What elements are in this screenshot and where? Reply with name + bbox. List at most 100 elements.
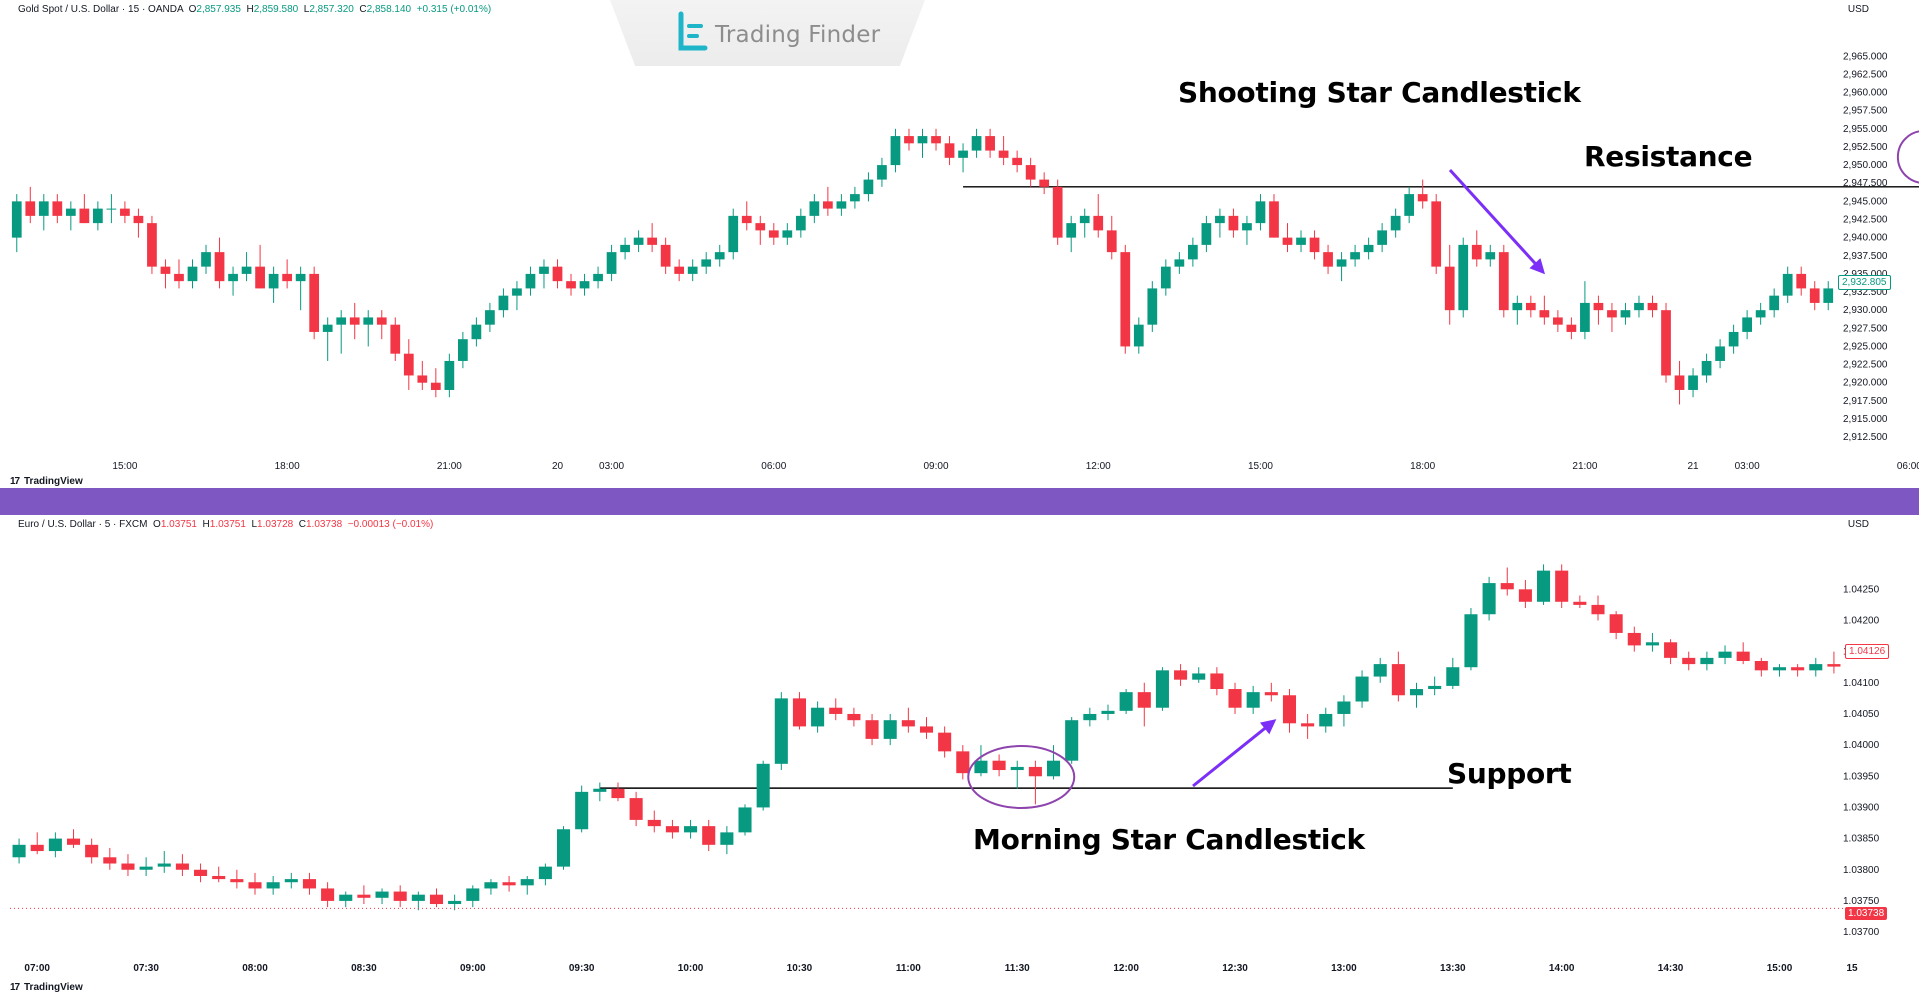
gold-candle-body <box>52 201 63 216</box>
gold-x-tick-label: 09:00 <box>924 461 949 472</box>
eurusd-candle-body <box>720 832 734 845</box>
gold-candle-body <box>1228 215 1239 231</box>
eurusd-y-tick-label: 1.04000 <box>1843 740 1880 751</box>
eurusd-candle-body <box>919 726 934 733</box>
eurusd-c-label: C <box>298 519 306 530</box>
gold-candle-body <box>228 273 238 282</box>
gold-h-label: H <box>246 4 254 15</box>
gold-o-label: O <box>188 4 197 15</box>
eurusd-x-tick-label: 15:00 <box>1767 963 1793 974</box>
gold-candle-body <box>512 288 522 296</box>
gold-candle-body <box>322 324 333 332</box>
gold-high: 2,859.580 <box>253 4 299 15</box>
gold-change: +0.315 (+0.01%) <box>416 4 492 15</box>
gold-c-label: C <box>359 4 367 15</box>
gold-candle-body <box>728 215 739 253</box>
eurusd-candle-body <box>375 891 389 898</box>
gold-candle-body <box>1269 201 1279 238</box>
gold-candle-body <box>1255 201 1266 224</box>
gold-candle-body <box>201 252 211 267</box>
eurusd-y-tick-label: 1.04250 <box>1843 584 1880 595</box>
gold-candle-body <box>390 324 401 354</box>
eurusd-watermark-text: TradingView <box>24 982 83 993</box>
gold-candle-body <box>1147 288 1158 325</box>
gold-y-tick-label: 2,942.500 <box>1843 214 1888 225</box>
eurusd-candle-body <box>1464 614 1478 668</box>
gold-candle-body <box>674 266 685 274</box>
gold-candle-body <box>971 136 982 151</box>
gold-y-tick-label: 2,945.000 <box>1843 196 1888 207</box>
gold-candle-body <box>755 223 766 231</box>
trading-finder-logo-icon <box>678 11 708 51</box>
gold-candle-body <box>877 165 887 180</box>
gold-candle-body <box>1417 194 1428 202</box>
gold-candle-body <box>1458 244 1469 311</box>
eurusd-candle-body <box>792 698 806 727</box>
eurusd-candle-body <box>1591 604 1605 615</box>
eurusd-candle-body <box>66 838 81 845</box>
eurusd-candle-body <box>1682 657 1696 665</box>
eurusd-candle-body <box>139 866 153 870</box>
eurusd-candle-body <box>1700 657 1714 665</box>
gold-candle-body <box>539 266 549 274</box>
eurusd-x-tick-label: 07:30 <box>133 963 159 974</box>
gold-candlestick-chart: 2,965.000 2,962.500 2,960.000 2,957.500 2,95… <box>11 51 1919 472</box>
gold-candle-body <box>823 201 833 209</box>
eurusd-candle-body <box>448 900 462 905</box>
eurusd-x-tick-label: 11:30 <box>1005 963 1030 974</box>
eurusd-candle-body <box>1500 583 1514 590</box>
eurusd-legend: Euro / U.S. Dollar · 5 · FXCM O1.03751 H… <box>18 519 433 530</box>
gold-candle-body <box>160 266 171 274</box>
eurusd-candle-body <box>974 760 988 774</box>
gold-candle-body <box>1039 179 1050 187</box>
resistance-annotation: Resistance <box>1584 140 1753 173</box>
gold-y-tick-label: 2,927.500 <box>1843 323 1888 334</box>
gold-x-tick-label: 03:00 <box>599 461 624 472</box>
gold-candle-body <box>1809 288 1820 303</box>
eurusd-candle-body <box>1627 632 1641 646</box>
eurusd-candle-body <box>484 882 498 889</box>
gold-candle-body <box>1782 273 1793 296</box>
eurusd-candle-body <box>12 844 26 858</box>
eurusd-candle-body <box>1282 695 1297 724</box>
gold-y-tick-label: 2,932.500 <box>1843 287 1888 298</box>
bearish-move-arrow <box>1448 168 1546 275</box>
eurusd-y-tick-label: 1.03850 <box>1843 834 1880 845</box>
eurusd-candle-body <box>1065 720 1079 761</box>
eurusd-candle-body <box>1573 601 1587 605</box>
gold-x-tick-label: 06:00 <box>1897 461 1919 472</box>
gold-candle-body <box>958 150 968 158</box>
gold-candle-body <box>1309 237 1320 253</box>
gold-chart-panel: 2,965.000 2,962.500 2,960.000 2,957.500 2,95… <box>0 0 1919 488</box>
eurusd-candle-body <box>1373 664 1387 677</box>
gold-candle-body <box>1647 302 1658 311</box>
eurusd-candle-body <box>302 879 316 889</box>
eurusd-candle-body <box>1192 673 1206 680</box>
eurusd-candle-body <box>339 894 353 901</box>
gold-candle-body <box>1796 273 1807 289</box>
eurusd-symbol: Euro / U.S. Dollar · 5 · FXCM <box>18 519 148 530</box>
gold-candle-body <box>133 215 144 224</box>
eurusd-y-tick-label: 1.04100 <box>1843 678 1880 689</box>
gold-candle-body <box>1634 302 1644 311</box>
eurusd-candle-body <box>865 720 879 739</box>
gold-x-tick-label: 18:00 <box>275 461 300 472</box>
panel-divider <box>0 488 1919 515</box>
gold-candle-body <box>606 252 617 274</box>
gold-candle-body <box>11 201 22 238</box>
eurusd-change: −0.00013 (−0.01%) <box>347 519 434 530</box>
eurusd-x-tick-label: 12:30 <box>1222 963 1248 974</box>
eurusd-candle-body <box>1428 685 1442 690</box>
gold-low: 2,857.320 <box>309 4 354 15</box>
gold-candle-body <box>1728 331 1739 347</box>
eurusd-y-tick-label: 1.03700 <box>1843 927 1880 938</box>
gold-candle-body <box>1823 288 1834 303</box>
gold-candle-body <box>1512 302 1523 311</box>
gold-candle-body <box>593 273 603 282</box>
eurusd-candle-body <box>502 882 516 886</box>
gold-candle-body <box>1607 310 1617 318</box>
gold-x-tick-label: 12:00 <box>1086 461 1111 472</box>
gold-candle-body <box>904 136 914 144</box>
gold-y-tick-label: 2,952.500 <box>1843 142 1888 153</box>
gold-y-tick-label: 2,917.500 <box>1843 396 1888 407</box>
